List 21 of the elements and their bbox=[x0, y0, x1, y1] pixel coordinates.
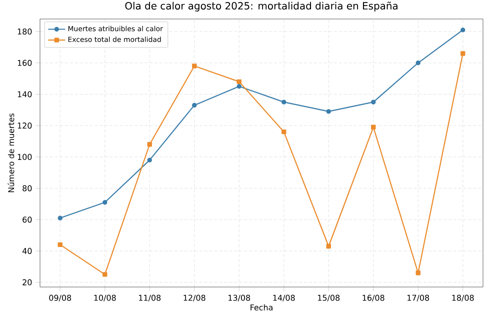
point bbox=[58, 216, 62, 220]
point bbox=[282, 129, 286, 134]
point bbox=[58, 242, 62, 248]
point bbox=[416, 60, 420, 66]
point bbox=[102, 272, 108, 277]
point bbox=[326, 244, 331, 249]
point bbox=[371, 100, 376, 104]
point bbox=[147, 158, 152, 162]
point bbox=[371, 124, 376, 130]
point bbox=[460, 28, 466, 32]
point bbox=[147, 142, 152, 147]
point bbox=[102, 200, 108, 205]
point bbox=[236, 79, 242, 84]
point bbox=[236, 84, 242, 89]
point bbox=[192, 64, 197, 68]
point bbox=[282, 100, 286, 104]
point bbox=[460, 51, 466, 56]
chart-title: Ola de calor agosto 2025: mortalidad diaria en España bbox=[125, 2, 398, 12]
point bbox=[192, 102, 197, 108]
point bbox=[326, 109, 331, 114]
point bbox=[416, 270, 420, 276]
